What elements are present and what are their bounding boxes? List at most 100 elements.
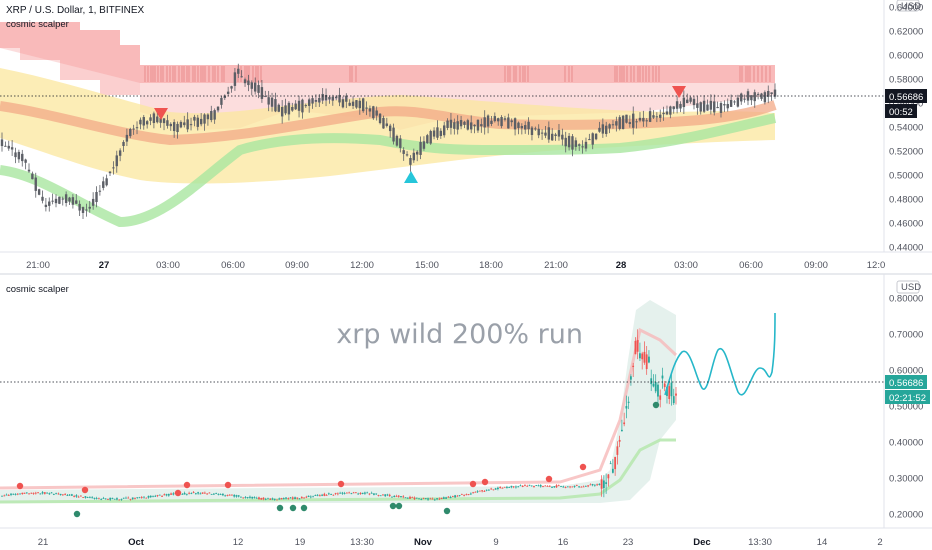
candle-body — [122, 141, 125, 146]
buy-dot-icon[interactable] — [289, 504, 297, 512]
candle-body — [185, 493, 188, 495]
candle-body — [557, 130, 561, 137]
candle-body — [542, 486, 544, 487]
buy-dot-icon[interactable] — [389, 502, 397, 510]
indicator-label[interactable]: cosmic scalper — [6, 19, 69, 30]
candle-body — [438, 498, 441, 500]
candle-body — [642, 117, 645, 122]
candle-body — [404, 497, 407, 499]
candle-body — [397, 495, 400, 497]
candle-body — [303, 497, 305, 499]
bottom-pane[interactable]: xrp wild 200% run cosmic scalper — [0, 284, 884, 518]
currency-badge — [896, 0, 920, 12]
buy-signal-icon[interactable] — [404, 171, 418, 183]
candle-body — [203, 492, 206, 494]
buy-dot-icon[interactable] — [395, 502, 403, 510]
buy-dot-icon[interactable] — [300, 504, 308, 512]
candle-body — [44, 204, 48, 208]
candle-body — [672, 396, 675, 404]
candle-body — [713, 101, 716, 113]
x-tick-label: 19 — [295, 537, 306, 548]
candle-body — [616, 446, 619, 455]
currency-label: USD — [901, 1, 921, 12]
sell-dot-icon[interactable] — [16, 482, 24, 490]
candle-body — [318, 97, 321, 103]
sell-dot-icon[interactable] — [481, 478, 489, 486]
candle-body — [406, 497, 409, 499]
sell-dot-icon[interactable] — [174, 489, 182, 497]
candle-body — [469, 493, 472, 495]
candle-body — [665, 111, 669, 115]
candle-body — [46, 492, 48, 494]
candle-body — [596, 484, 599, 486]
candle-body — [172, 122, 176, 132]
candle-body — [77, 496, 80, 498]
candle-body — [512, 486, 515, 488]
sell-dot-icon[interactable] — [579, 463, 587, 471]
candle-body — [378, 113, 382, 124]
candle-body — [351, 101, 355, 106]
candle-body — [553, 486, 556, 488]
candle-body — [605, 482, 608, 484]
candle-body — [436, 127, 439, 138]
sell-signal-icon[interactable] — [672, 86, 686, 98]
buy-dot-icon[interactable] — [73, 510, 81, 518]
candle-body — [652, 115, 655, 118]
candle-body — [57, 493, 60, 495]
candle-body — [503, 118, 507, 120]
candle-body — [607, 474, 610, 479]
top-pane[interactable]: XRP / U.S. Dollar, 1, BITFINEX cosmic sc… — [0, 5, 884, 228]
candle-body — [659, 114, 662, 118]
sell-dot-icon[interactable] — [224, 481, 232, 489]
resistance-band — [0, 22, 775, 95]
buy-dot-icon[interactable] — [443, 507, 451, 515]
time-axis-bottom[interactable]: 21 Oct 12 19 13:30 Nov 9 16 23 Dec 13:30 14 2 — [0, 527, 932, 548]
buy-dot-icon[interactable] — [276, 504, 284, 512]
time-axis-top[interactable]: 21:00 27 03:00 06:00 09:00 12:00 15:00 18:00 21:… — [0, 251, 932, 271]
candle-body — [260, 498, 263, 500]
candle-body — [250, 82, 253, 89]
sell-dot-icon[interactable] — [337, 480, 345, 488]
candle-body — [343, 493, 346, 494]
candle-body — [34, 492, 37, 494]
candle-body — [630, 376, 632, 380]
candle-body — [638, 117, 642, 121]
price-projection-line[interactable] — [664, 312, 776, 396]
sell-dot-icon[interactable] — [183, 481, 191, 489]
candle-body — [492, 489, 495, 491]
buy-dot-icon[interactable] — [652, 401, 660, 409]
candle-body — [240, 76, 243, 78]
candle-body — [294, 497, 296, 500]
candle-body — [551, 487, 553, 488]
candle-body — [357, 493, 360, 495]
candle-body — [280, 497, 283, 500]
candle-body — [463, 494, 466, 496]
candle-body — [169, 123, 172, 127]
price-scale-bottom[interactable]: USD 0.800000.700000.600000.500000.400000… — [883, 274, 930, 528]
candle-body — [666, 386, 668, 396]
y-tick-label: 0.54000 — [889, 123, 923, 134]
candle-body — [620, 429, 623, 432]
candle-body — [488, 489, 490, 491]
candle-body — [78, 203, 81, 211]
candle-body — [129, 128, 132, 137]
price-scale-top[interactable]: USD 0.640000.620000.600000.580000.560000… — [883, 0, 927, 254]
candle-body — [41, 492, 44, 494]
sell-signal-icon[interactable] — [154, 108, 168, 120]
y-tick-label: 0.70000 — [889, 330, 923, 341]
candle-body — [573, 485, 576, 487]
annotation-text[interactable]: xrp wild 200% run — [336, 319, 583, 350]
candle-body — [327, 493, 330, 495]
candle-body — [291, 497, 294, 499]
sell-dot-icon[interactable] — [469, 480, 477, 488]
candle-body — [486, 115, 490, 127]
candle-body — [108, 171, 112, 174]
candle-body — [388, 125, 392, 132]
sell-dot-icon[interactable] — [545, 475, 553, 483]
x-tick-label: 06:00 — [221, 260, 245, 271]
candle-body — [109, 497, 112, 500]
sell-dot-icon[interactable] — [81, 486, 89, 494]
x-tick-label: 27 — [99, 260, 110, 271]
indicator-label[interactable]: cosmic scalper — [6, 284, 69, 295]
y-tick-label: 0.44000 — [889, 243, 923, 254]
